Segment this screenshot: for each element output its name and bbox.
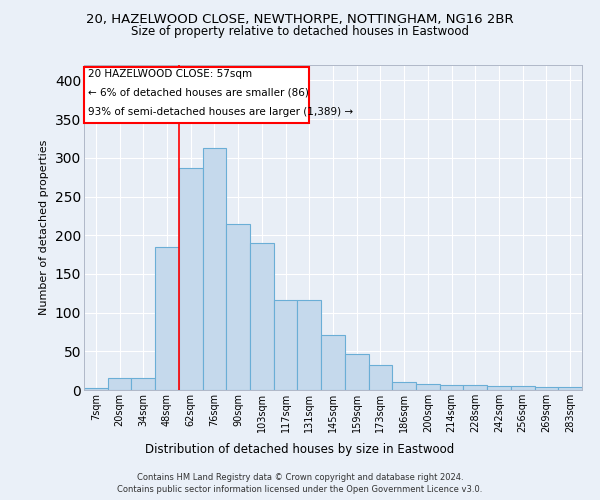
Bar xyxy=(463,386,487,390)
Bar xyxy=(345,354,368,390)
Text: 20, HAZELWOOD CLOSE, NEWTHORPE, NOTTINGHAM, NG16 2BR: 20, HAZELWOOD CLOSE, NEWTHORPE, NOTTINGH… xyxy=(86,12,514,26)
Bar xyxy=(392,382,416,390)
Bar xyxy=(179,168,203,390)
Bar xyxy=(511,386,535,390)
Text: Contains public sector information licensed under the Open Government Licence v3: Contains public sector information licen… xyxy=(118,485,482,494)
Bar xyxy=(535,387,558,390)
Bar xyxy=(558,387,582,390)
Text: Distribution of detached houses by size in Eastwood: Distribution of detached houses by size … xyxy=(145,442,455,456)
Bar xyxy=(321,335,345,390)
Bar xyxy=(84,388,108,390)
Text: Contains HM Land Registry data © Crown copyright and database right 2024.: Contains HM Land Registry data © Crown c… xyxy=(137,472,463,482)
Bar xyxy=(274,300,298,390)
Bar xyxy=(131,378,155,390)
Text: Size of property relative to detached houses in Eastwood: Size of property relative to detached ho… xyxy=(131,25,469,38)
Bar xyxy=(416,384,440,390)
Bar xyxy=(487,386,511,390)
Bar xyxy=(298,300,321,390)
Text: ← 6% of detached houses are smaller (86): ← 6% of detached houses are smaller (86) xyxy=(88,88,308,98)
Bar xyxy=(108,378,131,390)
FancyBboxPatch shape xyxy=(84,66,309,123)
Bar xyxy=(368,365,392,390)
Bar xyxy=(203,148,226,390)
Bar xyxy=(440,386,463,390)
Bar xyxy=(155,247,179,390)
Text: 93% of semi-detached houses are larger (1,389) →: 93% of semi-detached houses are larger (… xyxy=(88,106,353,117)
Text: 20 HAZELWOOD CLOSE: 57sqm: 20 HAZELWOOD CLOSE: 57sqm xyxy=(88,69,251,79)
Bar xyxy=(226,224,250,390)
Y-axis label: Number of detached properties: Number of detached properties xyxy=(39,140,49,315)
Bar xyxy=(250,243,274,390)
